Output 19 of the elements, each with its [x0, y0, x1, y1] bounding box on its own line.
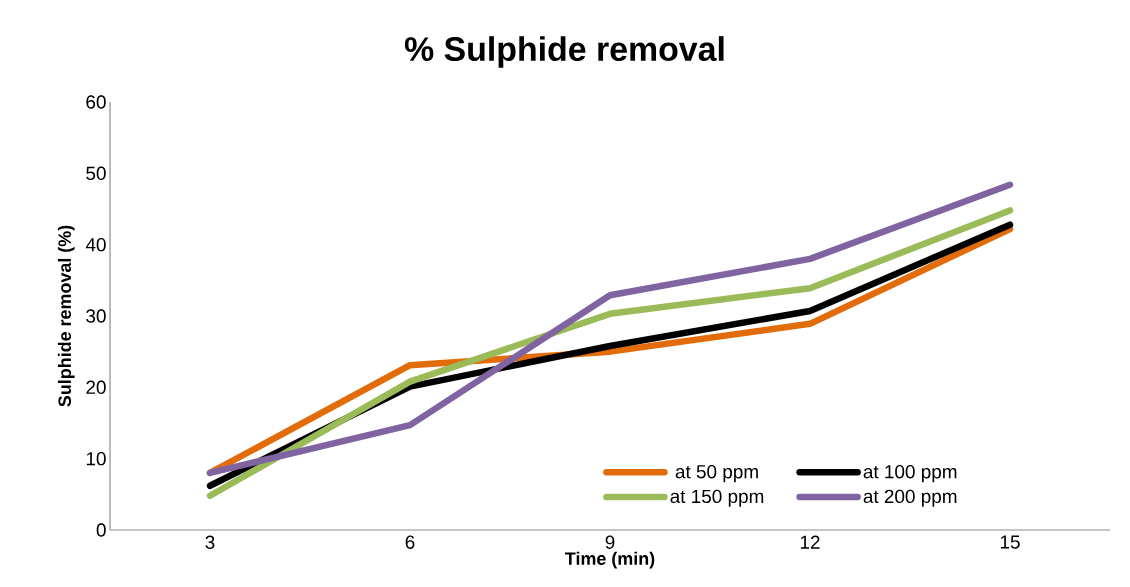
x-tick-label: 12: [800, 535, 820, 549]
x-tick-label: 9: [605, 535, 615, 549]
legend-label: at 200 ppm: [863, 489, 957, 507]
chart-title: % Sulphide removal: [404, 36, 724, 68]
legend-label: at 50 ppm: [675, 464, 758, 483]
y-tick-label: 30: [86, 309, 106, 323]
x-tick-label: 15: [1000, 535, 1020, 549]
y-tick-label: 40: [85, 237, 106, 252]
x-tick-label: 3: [205, 535, 215, 549]
y-tick-label: 0: [96, 523, 106, 537]
legend-label: at 150 ppm: [670, 489, 764, 507]
y-tick-label: 10: [86, 451, 106, 466]
legend-label: at 100 ppm: [863, 464, 957, 483]
x-axis-title: Time (min): [565, 551, 655, 569]
y-tick-label: 60: [86, 95, 106, 109]
x-tick-label: 6: [405, 535, 415, 549]
y-tick-label: 20: [86, 380, 106, 395]
y-axis-title: Sulphide removal (%): [57, 225, 75, 407]
y-tick-label: 50: [86, 166, 106, 181]
